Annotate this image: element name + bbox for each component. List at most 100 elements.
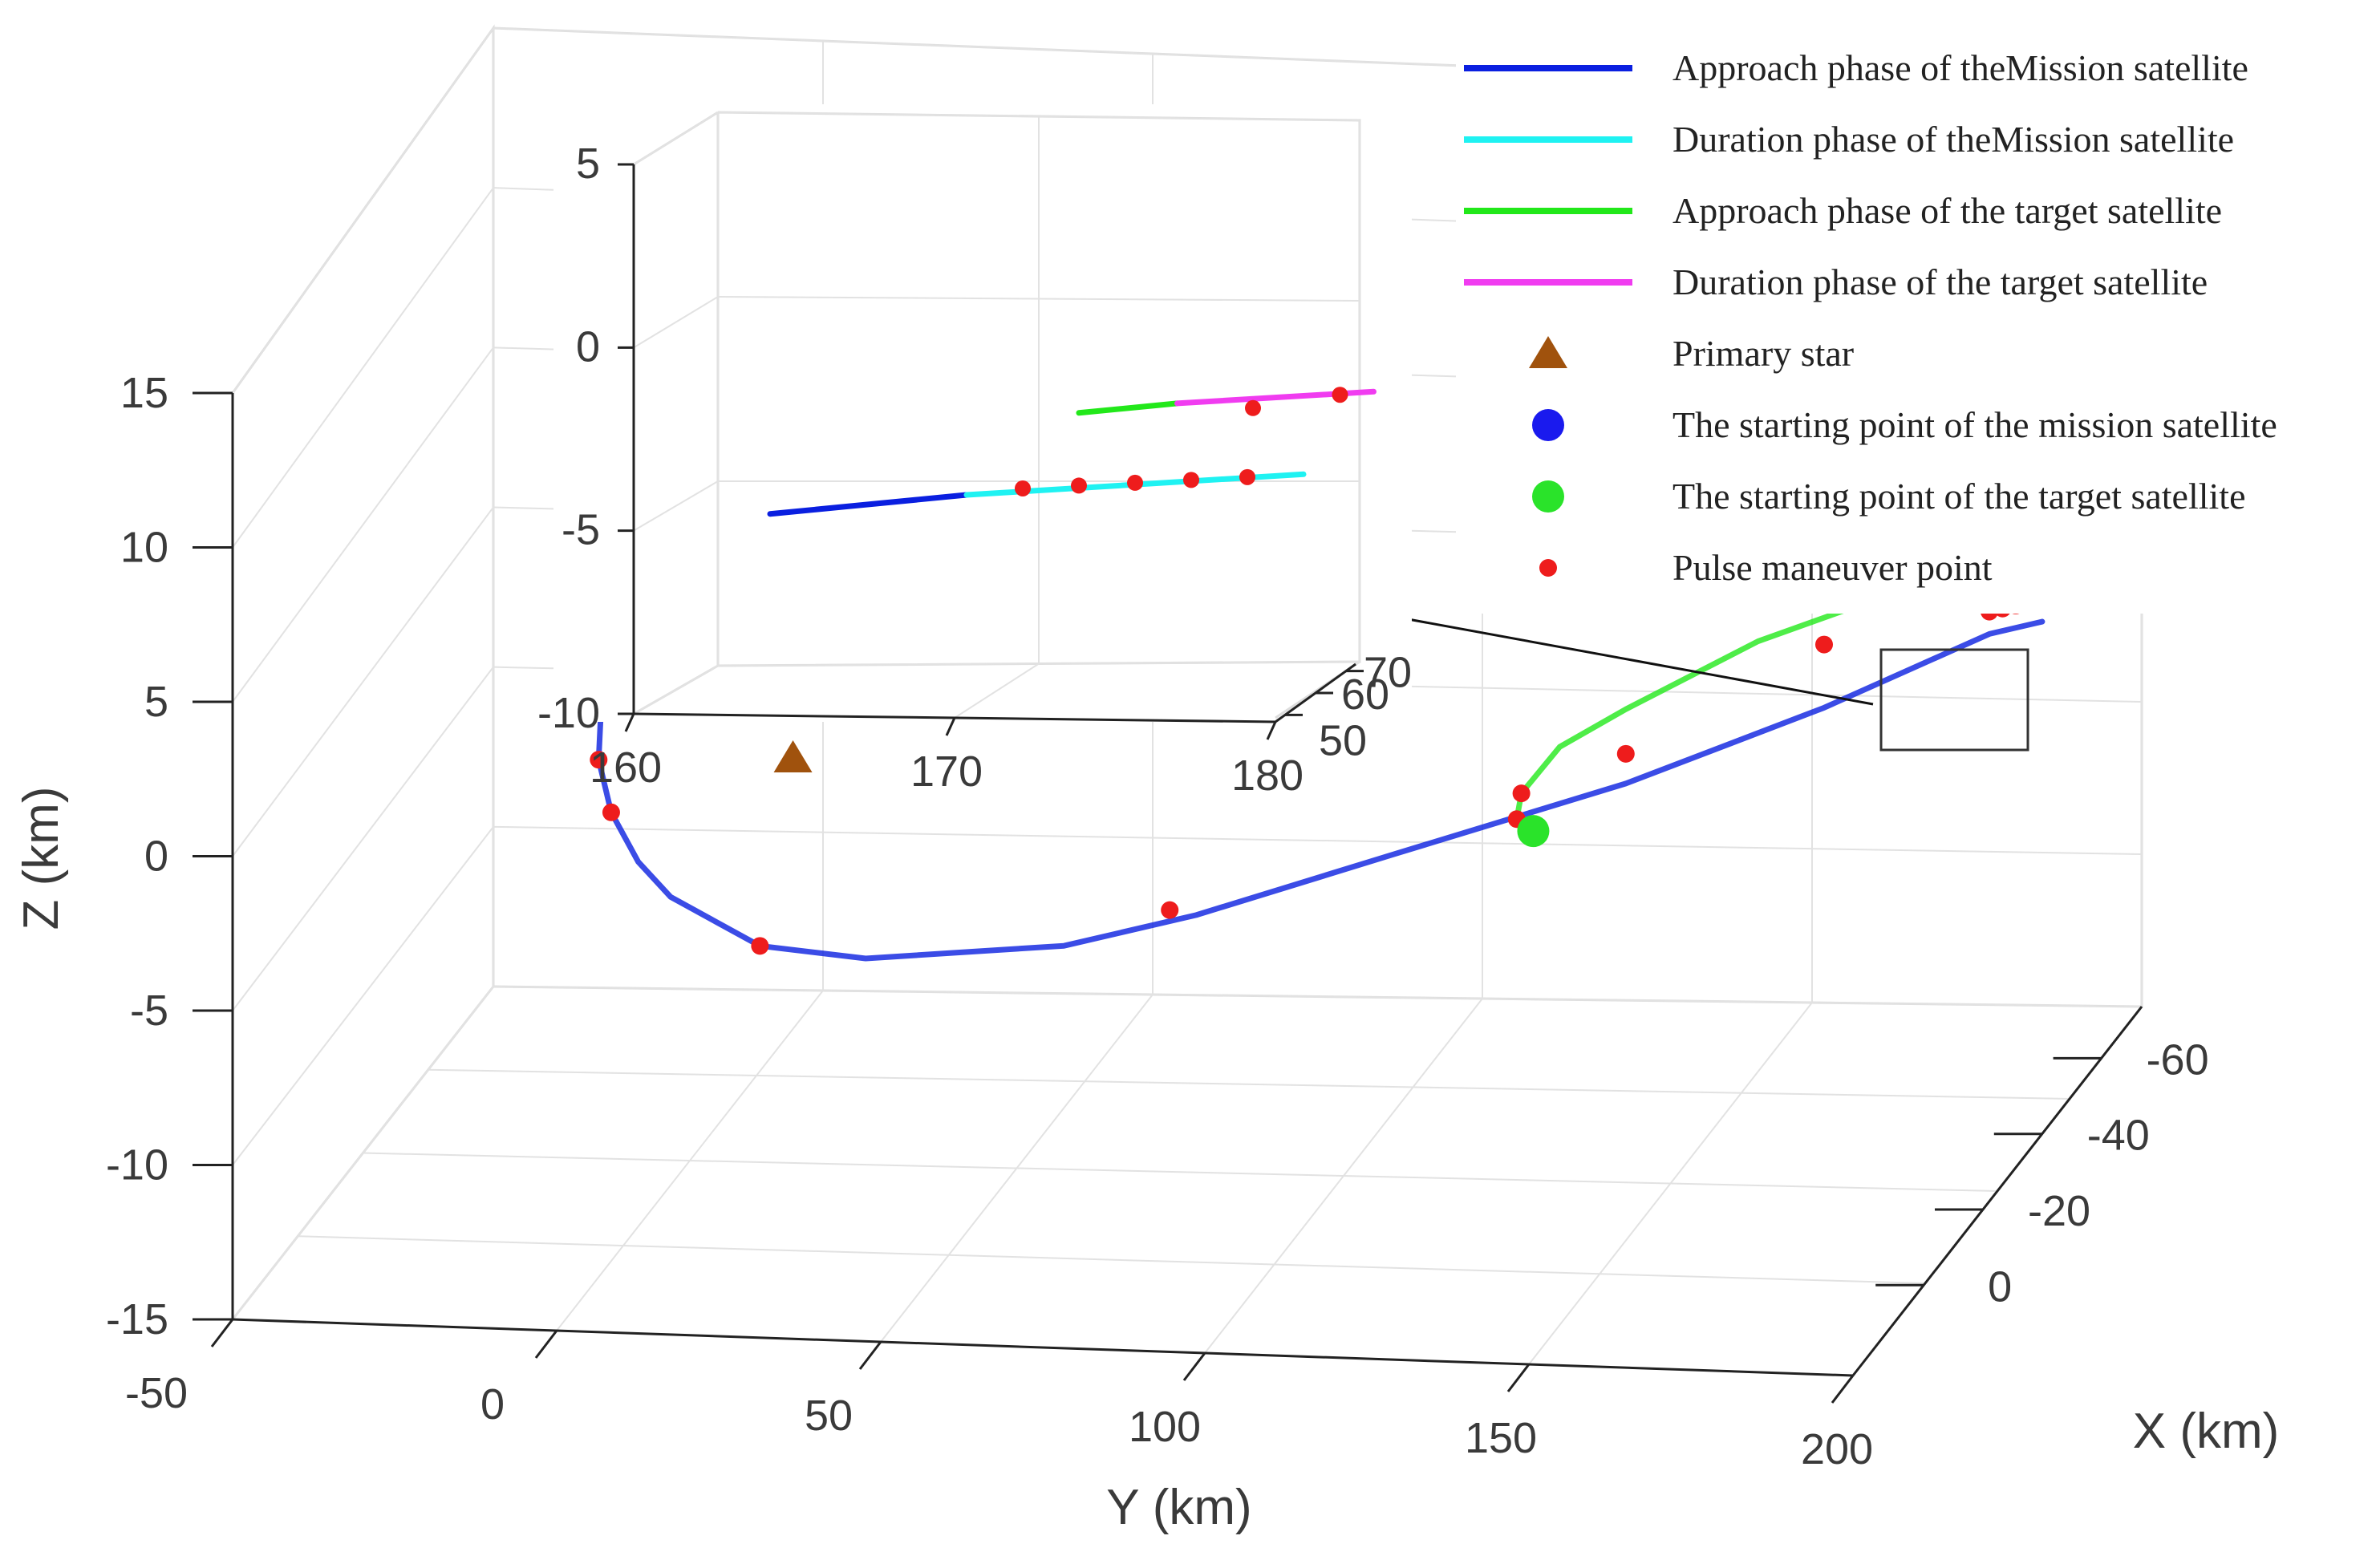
z-tick-label: 0 <box>144 833 168 881</box>
inset-pulse-point <box>1127 474 1143 491</box>
x-axis-line <box>1851 1006 2143 1376</box>
y-axis-title: Y (km) <box>1106 1480 1251 1535</box>
y-tick-label: 100 <box>1129 1403 1201 1451</box>
x-axis-title: X (km) <box>2133 1404 2280 1459</box>
legend-item: Pulse maneuver point <box>1539 547 1993 588</box>
legend-item: Primary star <box>1529 333 1854 374</box>
inset-x-tick-label: 70 <box>1364 649 1412 697</box>
inset-pulse-point <box>1332 387 1348 403</box>
legend-label: Approach phase of theMission satellite <box>1672 47 2248 88</box>
y-tick-label: 150 <box>1465 1414 1537 1462</box>
pulse-point <box>1815 635 1833 654</box>
grid-line <box>363 1152 1998 1192</box>
y-tick-mark <box>858 1341 882 1370</box>
y-tick-label: -50 <box>125 1369 188 1417</box>
legend-swatch-circle <box>1532 480 1564 513</box>
z-tick-label: 15 <box>120 369 168 417</box>
legend-label: Duration phase of the target satellite <box>1672 261 2208 302</box>
grid-line <box>232 667 494 1011</box>
inset-y-tick-label: 170 <box>910 748 983 796</box>
z-tick-label: 10 <box>120 524 168 572</box>
zoom-region-box <box>1879 648 2029 752</box>
legend-item: Approach phase of the target satellite <box>1464 190 2222 231</box>
inset-y-tick-label: 180 <box>1231 752 1304 800</box>
inset-z-tick-label: 5 <box>576 140 600 188</box>
y-tick-mark <box>1182 1352 1206 1381</box>
grid-line <box>493 986 2143 1007</box>
inset-series-line <box>767 492 970 517</box>
inset-y-tick-mark <box>624 713 635 732</box>
inset-grid-line <box>633 480 719 532</box>
legend-label: Approach phase of the target satellite <box>1672 190 2222 231</box>
inset-z-tick-label: 0 <box>576 322 600 371</box>
inset-grid-line <box>633 111 719 165</box>
grid-line <box>493 825 2143 855</box>
inset-pulse-point <box>1239 468 1255 485</box>
legend-item: Duration phase of the target satellite <box>1464 261 2208 302</box>
y-tick-mark <box>534 1330 558 1359</box>
pulse-point <box>590 751 608 769</box>
y-tick-labels: -50 0 50 100 150 200 <box>125 1319 1873 1473</box>
x-tick-label: 0 <box>1988 1262 2012 1311</box>
inset-x-tick-label: 50 <box>1319 716 1367 764</box>
legend-swatch-dot <box>1539 559 1557 577</box>
inset-x-tick-label: 60 <box>1341 671 1389 719</box>
inset-z-tick-label: -5 <box>562 506 600 554</box>
z-axis-title: Z (km) <box>14 786 69 930</box>
x-tick-label: -60 <box>2147 1035 2209 1084</box>
legend-swatch-triangle <box>1529 336 1567 368</box>
legend-item: The starting point of the target satelli… <box>1532 476 2246 517</box>
z-tick-label: -5 <box>130 987 168 1035</box>
pulse-point <box>1616 744 1635 763</box>
inset-pulse-point <box>1245 399 1261 416</box>
y-tick-label: 50 <box>805 1392 853 1440</box>
pulse-point <box>751 937 769 955</box>
z-tick-label: -10 <box>106 1141 168 1189</box>
x-tick-labels: -60 -40 -20 0 <box>1875 1035 2209 1311</box>
legend-label: Pulse maneuver point <box>1672 547 1993 588</box>
grid-line <box>232 27 494 394</box>
legend-label: The starting point of the target satelli… <box>1672 476 2246 517</box>
y-axis-line <box>232 1318 1854 1377</box>
pulse-point <box>1512 784 1531 803</box>
series-line <box>1514 582 1913 822</box>
legend-background <box>1456 20 2374 614</box>
legend-label: The starting point of the mission satell… <box>1672 404 2277 445</box>
grid-line <box>428 1068 2070 1100</box>
target-start-point <box>1517 815 1550 848</box>
inset-pulse-point <box>1071 477 1087 494</box>
grid-line <box>232 506 494 857</box>
x-tick-label: -20 <box>2028 1187 2090 1235</box>
back-left-wall <box>231 24 495 1320</box>
z-tick-label: 5 <box>144 678 168 726</box>
legend: Approach phase of theMission satellite Du… <box>1456 20 2374 614</box>
inset-y-tick-label: 160 <box>590 744 662 792</box>
legend-label: Primary star <box>1672 333 1854 374</box>
grid-line <box>298 1235 1926 1284</box>
inset-grid-line <box>954 663 1040 719</box>
inset-background <box>553 104 1412 722</box>
y-tick-mark <box>1831 1375 1855 1404</box>
z-tick-label: -15 <box>106 1295 168 1343</box>
legend-item: Approach phase of theMission satellite <box>1464 47 2248 88</box>
y-tick-label: 200 <box>1801 1425 1873 1473</box>
inset-series-line <box>1076 400 1180 416</box>
inset-grid-line <box>633 296 719 349</box>
inset-y-tick-mark <box>945 717 956 736</box>
inset-grid-line <box>633 665 719 715</box>
legend-item: The starting point of the mission satell… <box>1532 404 2277 445</box>
z-tick-labels: 15 10 5 0 -5 -10 -15 <box>106 369 233 1343</box>
grid-line <box>232 826 494 1166</box>
inset-pulse-point <box>1015 480 1031 496</box>
x-tick-label: -40 <box>2087 1112 2150 1160</box>
legend-label: Duration phase of theMission satellite <box>1672 119 2234 160</box>
y-tick-label: 0 <box>480 1380 505 1428</box>
y-tick-mark <box>1506 1364 1531 1392</box>
y-tick-mark <box>210 1319 234 1347</box>
pulse-point <box>1161 901 1179 919</box>
inset-y-tick-mark <box>1266 721 1277 740</box>
pulse-point <box>602 803 620 821</box>
